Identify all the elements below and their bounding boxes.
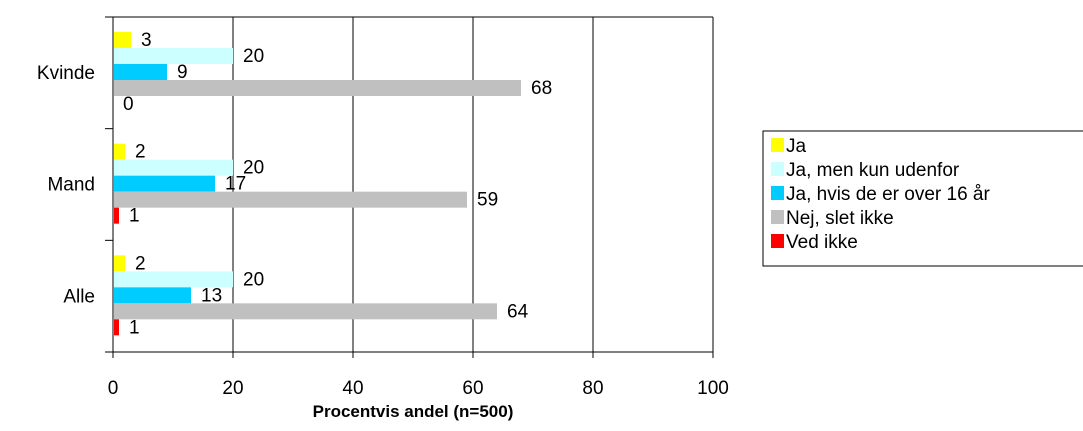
x-tick-label-20: 20 [222, 378, 243, 399]
legend-swatch-0 [771, 138, 784, 152]
x-tick-label-80: 80 [582, 378, 603, 399]
bar-mand-4 [114, 207, 119, 224]
legend-swatch-1 [771, 162, 784, 176]
data-label-alle-1: 20 [243, 269, 264, 290]
bar-mand-1 [114, 159, 233, 176]
tick-labels: 0 20 40 60 80 100 [108, 378, 729, 399]
data-label-alle-2: 13 [201, 285, 222, 306]
legend-swatch-4 [771, 234, 784, 248]
legend-box [762, 130, 1083, 267]
bar-mand-0 [114, 143, 125, 160]
category-label-alle: Alle [63, 286, 95, 307]
data-label-alle-3: 64 [507, 301, 529, 322]
bar-alle-3 [114, 303, 497, 320]
axes [105, 16, 714, 358]
data-label-kvinde-4: 0 [123, 94, 134, 115]
data-label-mand-4: 1 [129, 206, 140, 227]
data-label-alle-0: 2 [135, 253, 146, 274]
x-tick-label-60: 60 [462, 378, 483, 399]
x-axis-label: Procentvis andel (n=500) [313, 402, 514, 421]
data-label-mand-2: 17 [225, 174, 246, 195]
bar-mand-3 [114, 191, 467, 208]
x-tick-label-100: 100 [697, 378, 729, 399]
data-label-mand-3: 59 [477, 190, 498, 211]
bar-alle-1 [114, 271, 233, 288]
data-label-kvinde-2: 9 [177, 62, 188, 83]
data-label-kvinde-0: 3 [141, 30, 152, 51]
legend: Ja Ja, men kun udenfor Ja, hvis de er over… [762, 130, 1083, 267]
bar-kvinde-2 [114, 64, 167, 80]
x-tick-label-0: 0 [108, 378, 119, 399]
x-tick-label-40: 40 [342, 378, 363, 399]
bar-kvinde-3 [114, 80, 521, 96]
legend-label-1: Ja, men kun udenfor [786, 160, 960, 181]
data-label-alle-4: 1 [129, 317, 140, 338]
bar-alle-0 [114, 255, 125, 272]
data-label-kvinde-3: 68 [531, 78, 552, 99]
bar-kvinde-0 [114, 32, 131, 48]
data-label-kvinde-1: 20 [243, 46, 264, 67]
bar-mand-2 [114, 175, 215, 192]
bar-kvinde-1 [114, 48, 233, 64]
category-labels: Kvinde Mand Alle [37, 63, 95, 307]
legend-label-3: Nej, slet ikke [786, 208, 894, 229]
data-label-mand-1: 20 [243, 158, 264, 179]
bar-alle-4 [114, 319, 119, 336]
bar-alle-2 [114, 287, 191, 304]
bars [114, 32, 521, 336]
legend-swatch-2 [771, 186, 784, 200]
category-label-kvinde: Kvinde [37, 63, 95, 84]
gridlines [232, 17, 714, 352]
category-label-mand: Mand [47, 175, 95, 196]
data-label-mand-0: 2 [135, 142, 146, 163]
legend-label-2: Ja, hvis de er over 16 år [786, 184, 990, 205]
legend-label-4: Ved ikke [786, 232, 858, 253]
legend-label-0: Ja [786, 136, 807, 157]
legend-swatch-3 [771, 210, 784, 224]
